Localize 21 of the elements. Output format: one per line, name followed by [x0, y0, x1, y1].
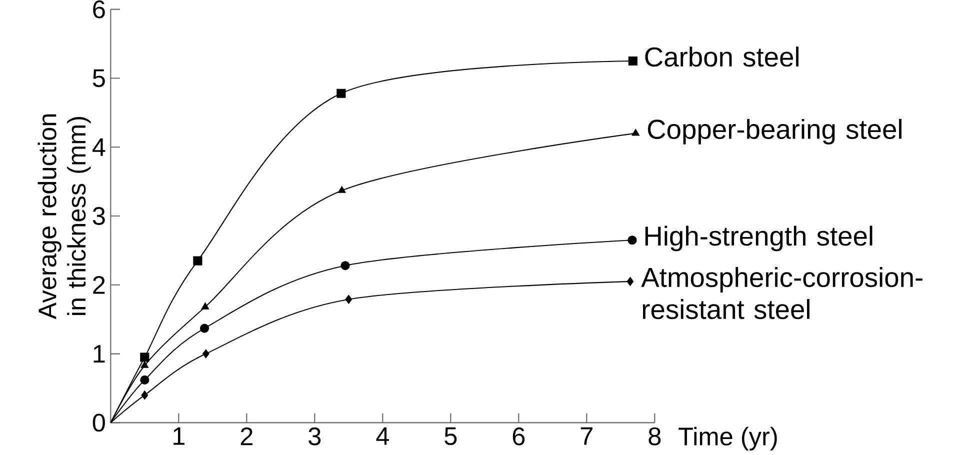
x-tick-label: 5 [444, 428, 457, 446]
series-label: High-strength steel [645, 226, 872, 252]
series-label: Atmospheric-corrosion-resistant steel [641, 267, 922, 320]
x-tick-label: 7 [580, 428, 592, 445]
y-axis-title: Average reduction in thickness (mm) [38, 114, 91, 320]
y-tick-label: 6 [93, 0, 105, 18]
x-tick-label: 2 [240, 428, 252, 446]
y-tick-label: 0 [92, 414, 105, 432]
y-tick-label: 3 [92, 207, 105, 226]
x-tick-label: 8 [648, 428, 661, 446]
series-label: Carbon steel [645, 46, 798, 67]
y-tick-label: 4 [92, 138, 106, 156]
y-tick-label: 2 [93, 276, 105, 294]
x-tick-label: 3 [308, 428, 321, 446]
x-axis-title: Time (yr) [678, 427, 777, 451]
y-tick-label: 5 [92, 70, 105, 88]
x-tick-label: 1 [174, 428, 184, 445]
y-tick-label: 1 [94, 345, 105, 363]
x-tick-label: 6 [512, 428, 525, 446]
x-tick-label: 4 [376, 428, 389, 445]
series-label: Copper-bearing steel [648, 119, 902, 145]
